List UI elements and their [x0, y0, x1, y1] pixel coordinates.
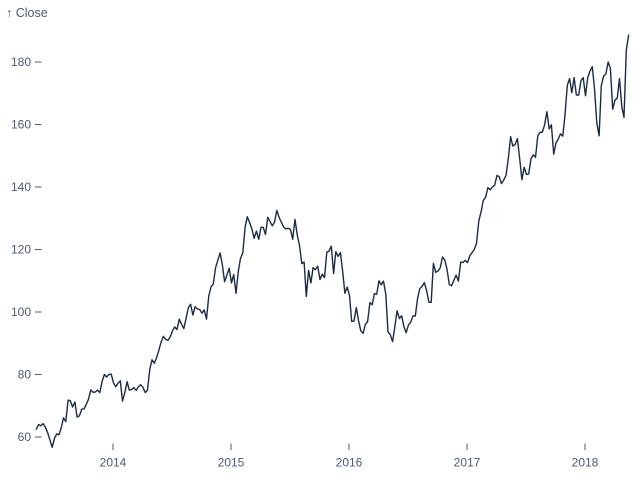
y-tick-label: 180 — [11, 55, 31, 69]
x-axis: 2014 2015 2016 2017 2018 — [100, 443, 599, 470]
y-tick-label: 100 — [11, 305, 31, 319]
x-tick-label: 2017 — [454, 456, 481, 470]
x-tick-label: 2014 — [100, 456, 127, 470]
y-tick-label: 120 — [11, 243, 31, 257]
y-tick-label: 60 — [18, 430, 32, 444]
price-line — [35, 34, 630, 448]
y-tick-label: 160 — [11, 118, 31, 132]
x-tick-label: 2016 — [336, 456, 363, 470]
x-tick-label: 2015 — [218, 456, 245, 470]
x-tick-label: 2018 — [572, 456, 599, 470]
y-tick-label: 140 — [11, 180, 31, 194]
y-axis-title: ↑ Close — [6, 6, 48, 20]
y-axis: 60 80 100 120 140 160 180 — [11, 55, 42, 444]
y-tick-label: 80 — [18, 368, 32, 382]
